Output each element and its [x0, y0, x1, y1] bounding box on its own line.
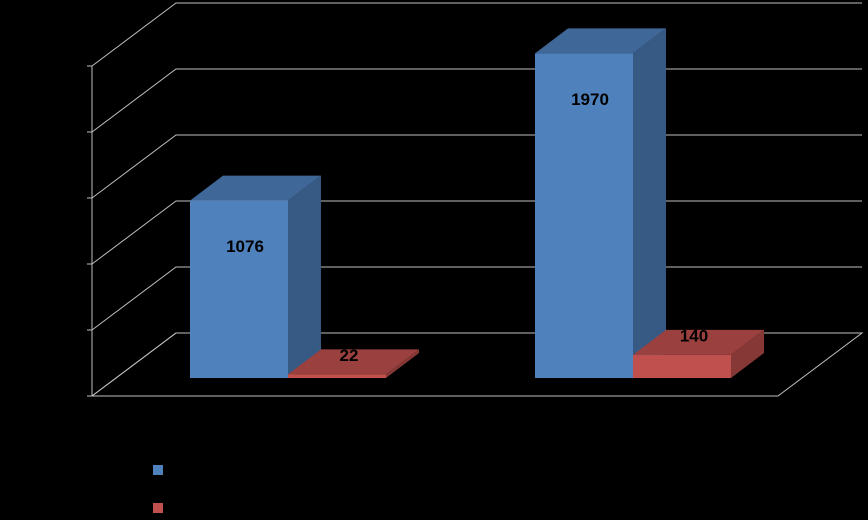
bar-side [633, 28, 666, 379]
bar-top [190, 175, 321, 201]
bar [190, 200, 288, 378]
data-label: 1970 [571, 90, 609, 109]
bar-side [288, 175, 321, 378]
legend-marker [153, 503, 163, 513]
legend-marker [153, 465, 163, 475]
bar-top [535, 28, 666, 54]
bar-side [386, 349, 419, 378]
bar-top [288, 349, 419, 375]
data-label: 140 [680, 326, 708, 345]
data-label: 1076 [226, 237, 264, 256]
bar [633, 354, 731, 378]
bar [288, 374, 386, 378]
bar [535, 53, 633, 379]
grid-line [91, 2, 862, 67]
bar-side [731, 329, 764, 378]
data-label: 22 [340, 346, 359, 365]
bar-top [633, 329, 764, 355]
